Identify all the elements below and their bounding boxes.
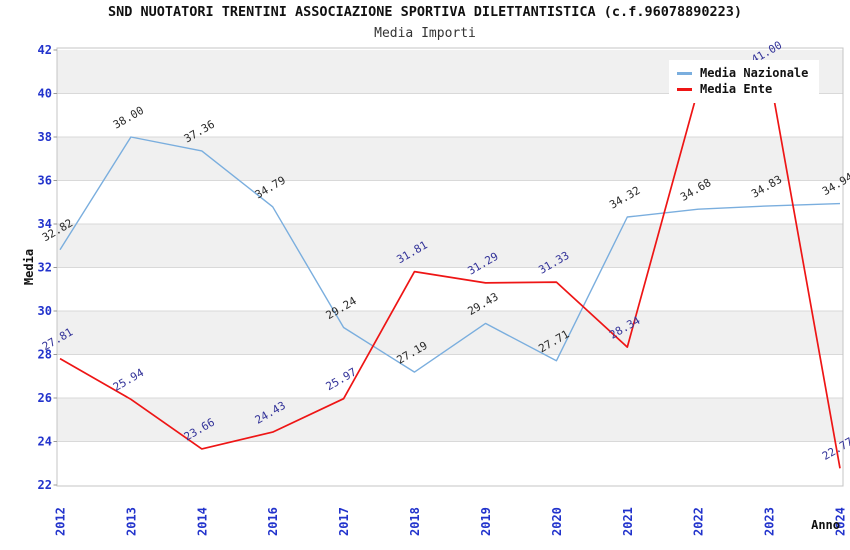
- y-tick-label: 34: [38, 217, 52, 231]
- legend-swatch-media-nazionale: [677, 71, 692, 75]
- x-tick-label: 2013: [124, 507, 138, 536]
- x-tick-label: 2014: [195, 507, 209, 536]
- plot-band: [57, 398, 843, 442]
- x-tick-label: 2018: [408, 507, 422, 536]
- y-tick-label: 24: [38, 435, 52, 449]
- plot-band: [57, 224, 843, 268]
- chart-legend: Media Nazionale Media Ente: [669, 60, 819, 103]
- y-tick-label: 36: [38, 174, 52, 188]
- series-line-media-nazionale: [59, 136, 841, 373]
- y-tick-label: 30: [38, 304, 52, 318]
- legend-item-media-nazionale: Media Nazionale: [677, 65, 819, 81]
- x-tick-label: 2019: [479, 507, 493, 536]
- point-label: 25.94: [111, 366, 147, 394]
- chart-subtitle: Media Importi: [374, 26, 476, 41]
- x-tick-label: 2017: [337, 507, 351, 536]
- x-tick-label: 2022: [692, 507, 706, 536]
- point-label: 34.32: [607, 184, 642, 212]
- y-tick-label: 32: [38, 261, 52, 275]
- y-tick-label: 40: [38, 87, 52, 101]
- y-tick-label: 26: [38, 391, 52, 405]
- plot-band: [57, 137, 843, 181]
- x-tick-label: 2020: [550, 507, 564, 536]
- x-tick-label: 2012: [54, 507, 68, 536]
- legend-swatch-media-ente: [677, 87, 692, 91]
- y-tick-label: 28: [38, 348, 52, 362]
- x-tick-label: 2016: [266, 507, 280, 536]
- point-label: 38.00: [111, 104, 146, 132]
- y-tick-label: 42: [38, 43, 52, 57]
- x-tick-label: 2024: [834, 507, 848, 536]
- y-axis-title: Media: [22, 249, 36, 285]
- x-tick-label: 2023: [763, 507, 777, 536]
- legend-label: Media Nazionale: [700, 66, 809, 80]
- legend-item-media-ente: Media Ente: [677, 81, 819, 97]
- x-axis-title: Anno: [811, 518, 840, 532]
- x-tick-label: 2021: [621, 507, 635, 536]
- point-label: 25.97: [324, 365, 359, 393]
- plot-generated-content: 22 24 26 28 30 32 34 36 38 40 42 2012 2013 2014 2016 20…: [38, 39, 850, 536]
- y-tick-label: 38: [38, 130, 52, 144]
- y-tick-label: 22: [38, 478, 52, 492]
- legend-label: Media Ente: [700, 82, 773, 96]
- chart-title: SND NUOTATORI TRENTINI ASSOCIAZIONE SPOR…: [108, 4, 742, 20]
